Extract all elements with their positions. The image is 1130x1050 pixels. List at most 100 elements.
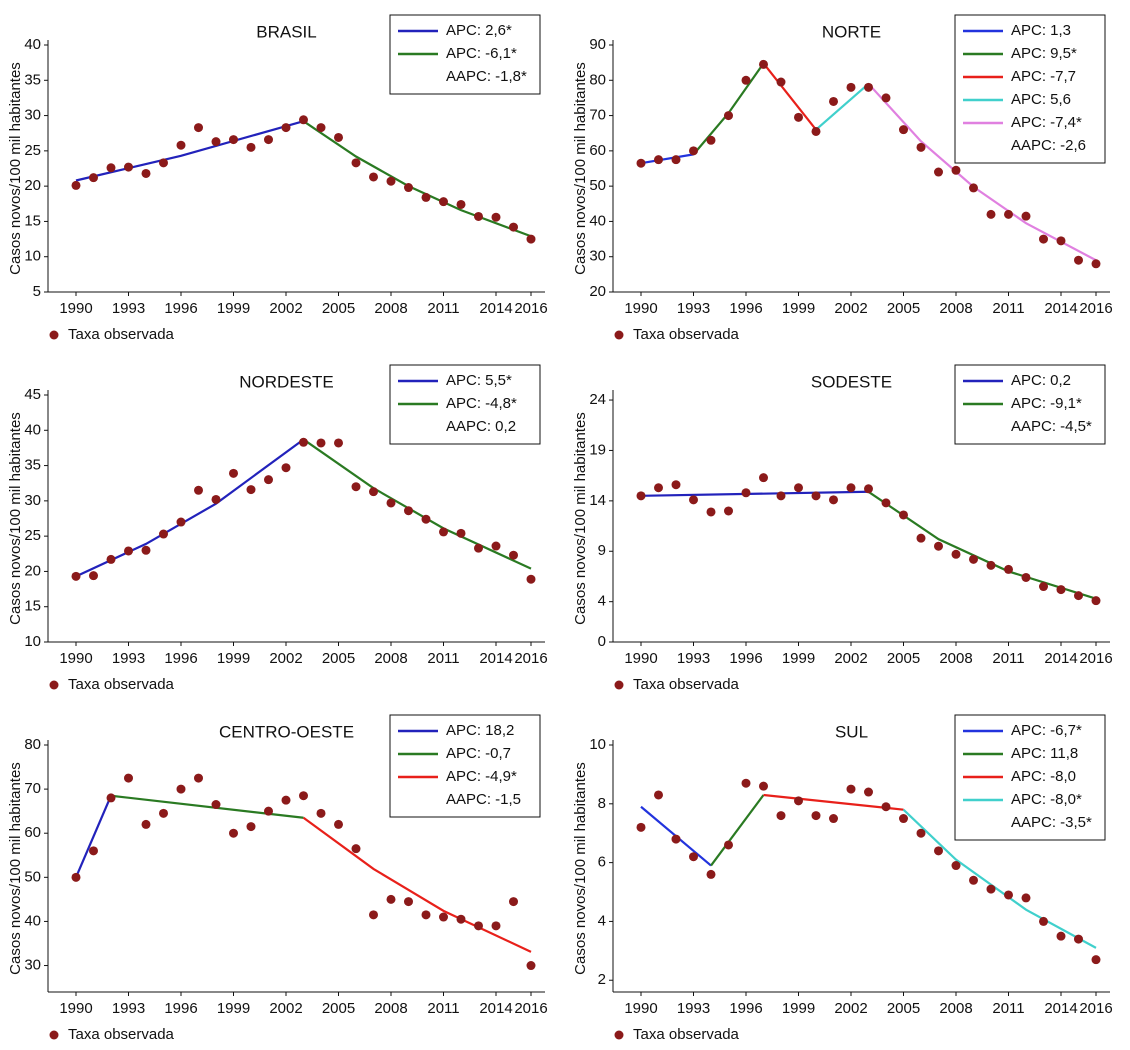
y-tick-label: 80 (24, 736, 41, 753)
x-tick-label: 2005 (322, 650, 355, 667)
observed-point (194, 773, 203, 783)
observed-point (369, 172, 378, 182)
aapc-label: AAPC: -2,6 (1011, 137, 1086, 154)
observed-point (776, 77, 786, 87)
x-tick-label: 2016 (1079, 300, 1112, 317)
x-tick-label: 1993 (112, 300, 145, 317)
observed-point (829, 814, 838, 824)
observed-point (246, 142, 256, 152)
x-tick-label: 1990 (59, 1000, 92, 1017)
legend-label: APC: 2,6* (446, 22, 512, 39)
legend-label: APC: 1,3 (1011, 22, 1071, 39)
fit-line (867, 490, 1097, 600)
y-tick-label: 60 (24, 824, 41, 841)
observed-point (176, 784, 186, 794)
observed-point (899, 814, 908, 824)
y-tick-label: 25 (24, 142, 41, 159)
y-tick-label: 14 (589, 492, 606, 509)
observed-point (986, 560, 996, 570)
observed-point (864, 787, 873, 797)
chart-title: NORTE (822, 22, 881, 41)
observed-point (89, 173, 98, 183)
observed-point (351, 482, 361, 492)
y-tick-label: 15 (24, 212, 41, 229)
observed-point (509, 222, 518, 232)
observed-point (159, 158, 168, 168)
legend-label: APC: 0,2 (1011, 372, 1071, 389)
observed-point (741, 488, 751, 498)
observed-point (689, 852, 698, 862)
chart-title: SUL (835, 722, 868, 741)
observed-point (706, 135, 716, 145)
observed-legend-label: Taxa observada (633, 1026, 740, 1043)
x-tick-label: 2005 (322, 300, 355, 317)
observed-legend-marker (49, 1030, 59, 1040)
y-tick-label: 50 (589, 177, 606, 194)
y-tick-label: 40 (24, 421, 41, 438)
x-tick-label: 1996 (164, 1000, 197, 1017)
x-tick-label: 1999 (782, 300, 815, 317)
observed-point (141, 819, 151, 829)
y-tick-label: 35 (24, 457, 41, 474)
observed-point (351, 844, 361, 854)
observed-legend-label: Taxa observada (68, 676, 175, 693)
observed-point (89, 571, 98, 581)
y-tick-label: 70 (24, 780, 41, 797)
y-tick-label: 60 (589, 142, 606, 159)
x-tick-label: 2005 (887, 650, 920, 667)
observed-point (71, 872, 81, 882)
x-tick-label: 1990 (624, 300, 657, 317)
observed-point (1021, 572, 1031, 582)
observed-point (334, 819, 343, 829)
observed-legend-marker (614, 680, 624, 690)
observed-point (526, 961, 536, 971)
observed-point (194, 485, 203, 495)
observed-point (951, 549, 961, 559)
fit-line (110, 794, 304, 819)
observed-point (654, 155, 663, 165)
x-tick-label: 1999 (782, 1000, 815, 1017)
observed-point (211, 800, 221, 810)
observed-point (404, 897, 413, 907)
observed-point (264, 475, 273, 485)
observed-point (969, 554, 978, 564)
observed-point (1074, 934, 1083, 944)
x-tick-label: 2014 (1044, 650, 1077, 667)
observed-point (176, 140, 186, 150)
chart-title: NORDESTE (239, 372, 333, 391)
observed-point (124, 773, 133, 783)
observed-point (1091, 259, 1101, 269)
y-axis-label: Casos novos/100 mil habitantes (572, 412, 589, 625)
observed-point (654, 483, 663, 493)
x-tick-label: 2002 (269, 650, 302, 667)
x-tick-label: 2008 (374, 650, 407, 667)
observed-point (526, 234, 536, 244)
fit-line (762, 62, 817, 131)
x-tick-label: 2008 (939, 300, 972, 317)
x-tick-label: 2005 (887, 300, 920, 317)
observed-point (934, 541, 943, 551)
fit-line (640, 490, 869, 497)
x-tick-label: 1996 (729, 650, 762, 667)
observed-point (421, 910, 431, 920)
y-tick-label: 20 (589, 283, 606, 300)
y-tick-label: 10 (24, 633, 41, 650)
observed-point (811, 126, 821, 136)
observed-point (829, 96, 838, 106)
observed-point (811, 491, 821, 501)
y-tick-label: 25 (24, 527, 41, 544)
y-tick-label: 8 (598, 795, 606, 812)
x-tick-label: 2002 (269, 300, 302, 317)
x-tick-label: 1990 (59, 300, 92, 317)
x-tick-label: 2014 (1044, 300, 1077, 317)
y-tick-label: 9 (598, 542, 606, 559)
observed-point (1074, 591, 1083, 601)
observed-point (1056, 585, 1066, 595)
fit-line (692, 62, 765, 156)
observed-point (211, 494, 221, 504)
x-tick-label: 2002 (834, 300, 867, 317)
observed-point (776, 811, 786, 821)
legend-label: APC: 5,6 (1011, 91, 1071, 108)
observed-point (636, 158, 646, 168)
observed-point (969, 183, 978, 193)
